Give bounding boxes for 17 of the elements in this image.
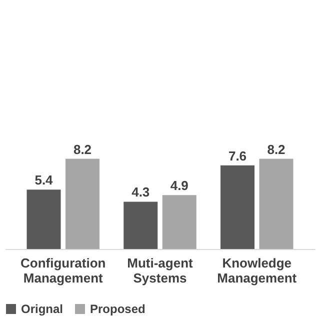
data-label: 5.4 [34,172,54,188]
data-label: 8.2 [73,142,92,157]
bar [66,158,100,249]
bar [26,190,61,249]
x-tick-label: Configuration Management [20,256,106,286]
bar [124,202,158,249]
x-tick-label: Muti-agent Systems [127,256,194,286]
legend-label: Proposed [90,302,146,316]
data-label: 8.2 [267,142,286,157]
x-tick-label: Knowledge Management [217,256,298,286]
bar [162,195,196,249]
data-label: 7.6 [228,148,247,164]
data-label: 4.9 [170,178,188,194]
bar [259,158,294,249]
bar [220,165,254,249]
legend-label: Orignal [21,302,64,316]
data-label: 4.3 [132,184,150,200]
